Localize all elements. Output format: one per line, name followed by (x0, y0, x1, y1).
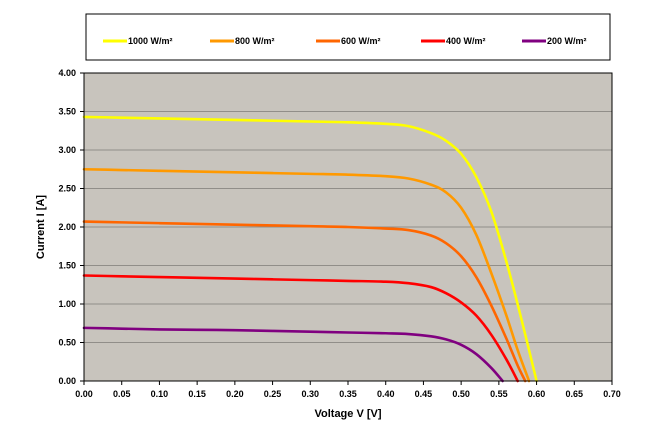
x-tick-label: 0.05 (113, 389, 131, 399)
x-tick-label: 0.10 (151, 389, 169, 399)
y-tick-label: 0.00 (58, 376, 76, 386)
y-tick-label: 1.50 (58, 261, 76, 271)
x-tick-label: 0.00 (75, 389, 93, 399)
x-axis-title: Voltage V [V] (314, 408, 381, 420)
x-tick-label: 0.35 (339, 389, 357, 399)
series-line-1 (82, 167, 531, 383)
legend-box (85, 13, 611, 61)
legend-label: 1000 W/m² (128, 36, 173, 46)
series-line-0 (82, 115, 538, 383)
y-tick-label: 1.00 (58, 299, 76, 309)
x-tick-label: 0.45 (415, 389, 433, 399)
legend: 1000 W/m² 800 W/m² 600 W/m² 400 W/m² 200 W/m… (85, 13, 611, 61)
x-tick-label: 0.30 (302, 389, 320, 399)
y-tick-label: 2.50 (58, 184, 76, 194)
y-tick-label: 4.00 (58, 68, 76, 78)
y-tick-label: 0.50 (58, 338, 76, 348)
y-axis-title: Current I [A] (35, 195, 47, 260)
legend-label: 800 W/m² (235, 36, 275, 46)
x-tick-label: 0.50 (452, 389, 470, 399)
legend-label: 200 W/m² (547, 36, 587, 46)
series-line-3 (82, 274, 520, 383)
x-tick-label: 0.70 (603, 389, 621, 399)
x-tick-label: 0.60 (528, 389, 546, 399)
x-tick-label: 0.40 (377, 389, 395, 399)
legend-label: 400 W/m² (446, 36, 486, 46)
series-line-2 (82, 220, 527, 383)
x-tick-label: 0.65 (566, 389, 584, 399)
x-tick-label: 0.25 (264, 389, 282, 399)
legend-label: 600 W/m² (341, 36, 381, 46)
x-tick-label: 0.15 (188, 389, 206, 399)
y-tick-label: 3.00 (58, 145, 76, 155)
x-tick-label: 0.55 (490, 389, 508, 399)
y-tick-label: 3.50 (58, 107, 76, 117)
series-line-4 (82, 326, 504, 383)
y-tick-label: 2.00 (58, 222, 76, 232)
x-tick-label: 0.20 (226, 389, 244, 399)
